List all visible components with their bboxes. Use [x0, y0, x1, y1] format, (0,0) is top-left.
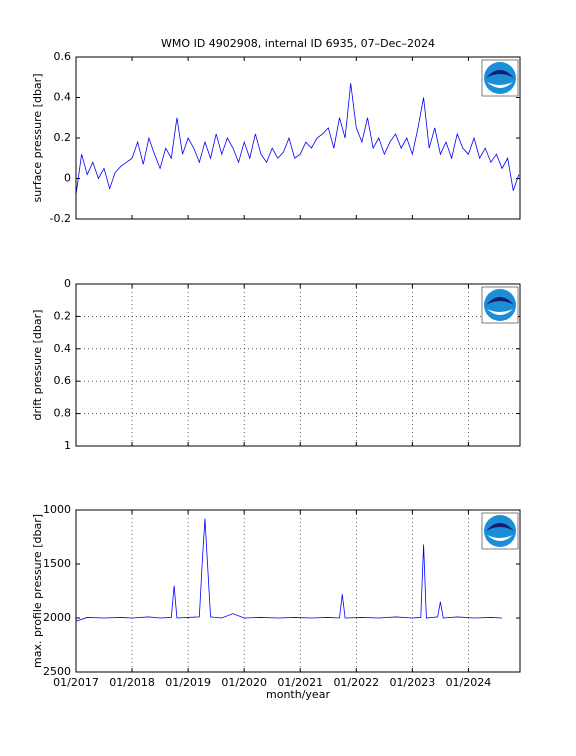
logo-wave [487, 309, 513, 315]
x-tick-label: 01/2024 [446, 676, 492, 689]
logo-wave [487, 82, 513, 88]
noaa-logo [481, 59, 519, 97]
logo-wave [487, 535, 513, 541]
x-tick-label: 01/2019 [165, 676, 211, 689]
y-axis-label: max. profile pressure [dbar] [31, 514, 44, 668]
logo-bird [486, 523, 514, 531]
y-tick-label: 1000 [43, 503, 71, 516]
y-tick-label: -0.2 [50, 212, 71, 225]
y-tick-label: 0.2 [54, 131, 72, 144]
logo-disc [484, 289, 516, 321]
logo-disc [484, 62, 516, 94]
y-tick-label: 1 [64, 439, 71, 452]
y-tick-label: 2000 [43, 611, 71, 624]
noaa-logo [481, 286, 519, 324]
x-tick-label: 01/2023 [390, 676, 436, 689]
y-tick-label: 2500 [43, 665, 71, 678]
data-line [75, 83, 520, 195]
data-line [75, 518, 503, 622]
x-axis-label: month/year [266, 688, 330, 701]
y-tick-label: 1500 [43, 557, 71, 570]
plot-area [75, 509, 521, 673]
plot-frame [75, 509, 521, 673]
y-tick-label: 0.6 [54, 50, 72, 63]
plot-area [75, 56, 521, 220]
y-axis-label: surface pressure [dbar] [31, 74, 44, 203]
y-axis-label: drift pressure [dbar] [31, 310, 44, 421]
y-tick-label: 0.8 [54, 407, 72, 420]
plot-area [75, 283, 521, 447]
y-tick-label: 0.2 [54, 309, 72, 322]
y-tick-label: 0.4 [54, 91, 72, 104]
y-tick-label: 0 [64, 172, 71, 185]
x-tick-label: 01/2022 [333, 676, 379, 689]
logo-bird [486, 297, 514, 305]
y-tick-label: 0.4 [54, 342, 72, 355]
noaa-logo [481, 512, 519, 550]
logo-bird [486, 70, 514, 78]
x-tick-label: 01/2020 [221, 676, 267, 689]
x-tick-label: 01/2017 [53, 676, 99, 689]
x-tick-label: 01/2021 [277, 676, 323, 689]
x-tick-label: 01/2018 [109, 676, 155, 689]
chart-title: WMO ID 4902908, internal ID 6935, 07–Dec… [161, 37, 435, 50]
y-tick-label: 0.6 [54, 374, 72, 387]
plot-frame [75, 56, 521, 220]
logo-disc [484, 515, 516, 547]
y-tick-label: 0 [64, 277, 71, 290]
plot-frame [75, 283, 521, 447]
